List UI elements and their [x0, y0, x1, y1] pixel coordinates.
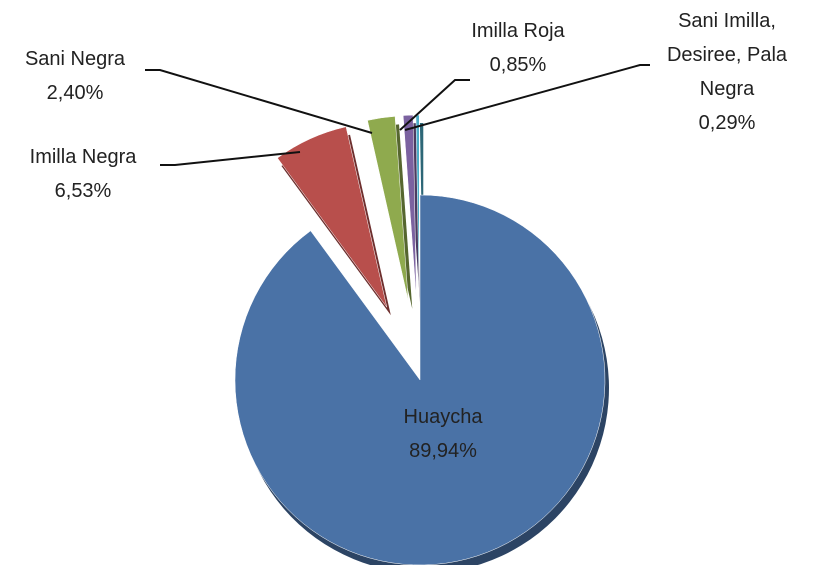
- leader-line: [404, 64, 650, 131]
- slice-label: Huaycha 89,94%: [404, 400, 483, 468]
- value-label: 0,29%: [698, 112, 756, 134]
- value-label: 6,53%: [54, 180, 112, 202]
- slice: [402, 114, 417, 301]
- slice: [277, 126, 388, 308]
- slices: [234, 114, 609, 565]
- slice: [234, 194, 606, 565]
- value-label: 0,85%: [489, 54, 547, 76]
- leader-line: [145, 69, 373, 134]
- leader-line: [160, 151, 301, 166]
- category-label: Sani Negra: [24, 48, 126, 70]
- category-label: Imilla Roja: [471, 20, 565, 42]
- value-label: 89,94%: [409, 440, 477, 462]
- category-label: Huaycha: [403, 406, 483, 428]
- slice-label: Imilla Negra 6,53%: [30, 140, 137, 208]
- slice-label: Imilla Roja 0,85%: [471, 14, 564, 82]
- slice-label: Sani Negra 2,40%: [25, 42, 125, 110]
- category-label: Imilla Negra: [29, 146, 137, 168]
- slice-label: Sani Imilla, Desiree, Pala Negra 0,29%: [652, 4, 802, 140]
- leader-lines: [145, 64, 650, 166]
- leader-line: [399, 79, 470, 131]
- category-label: Sani Imilla, Desiree, Pala Negra: [666, 10, 788, 100]
- value-label: 2,40%: [46, 82, 104, 104]
- slice: [367, 116, 409, 301]
